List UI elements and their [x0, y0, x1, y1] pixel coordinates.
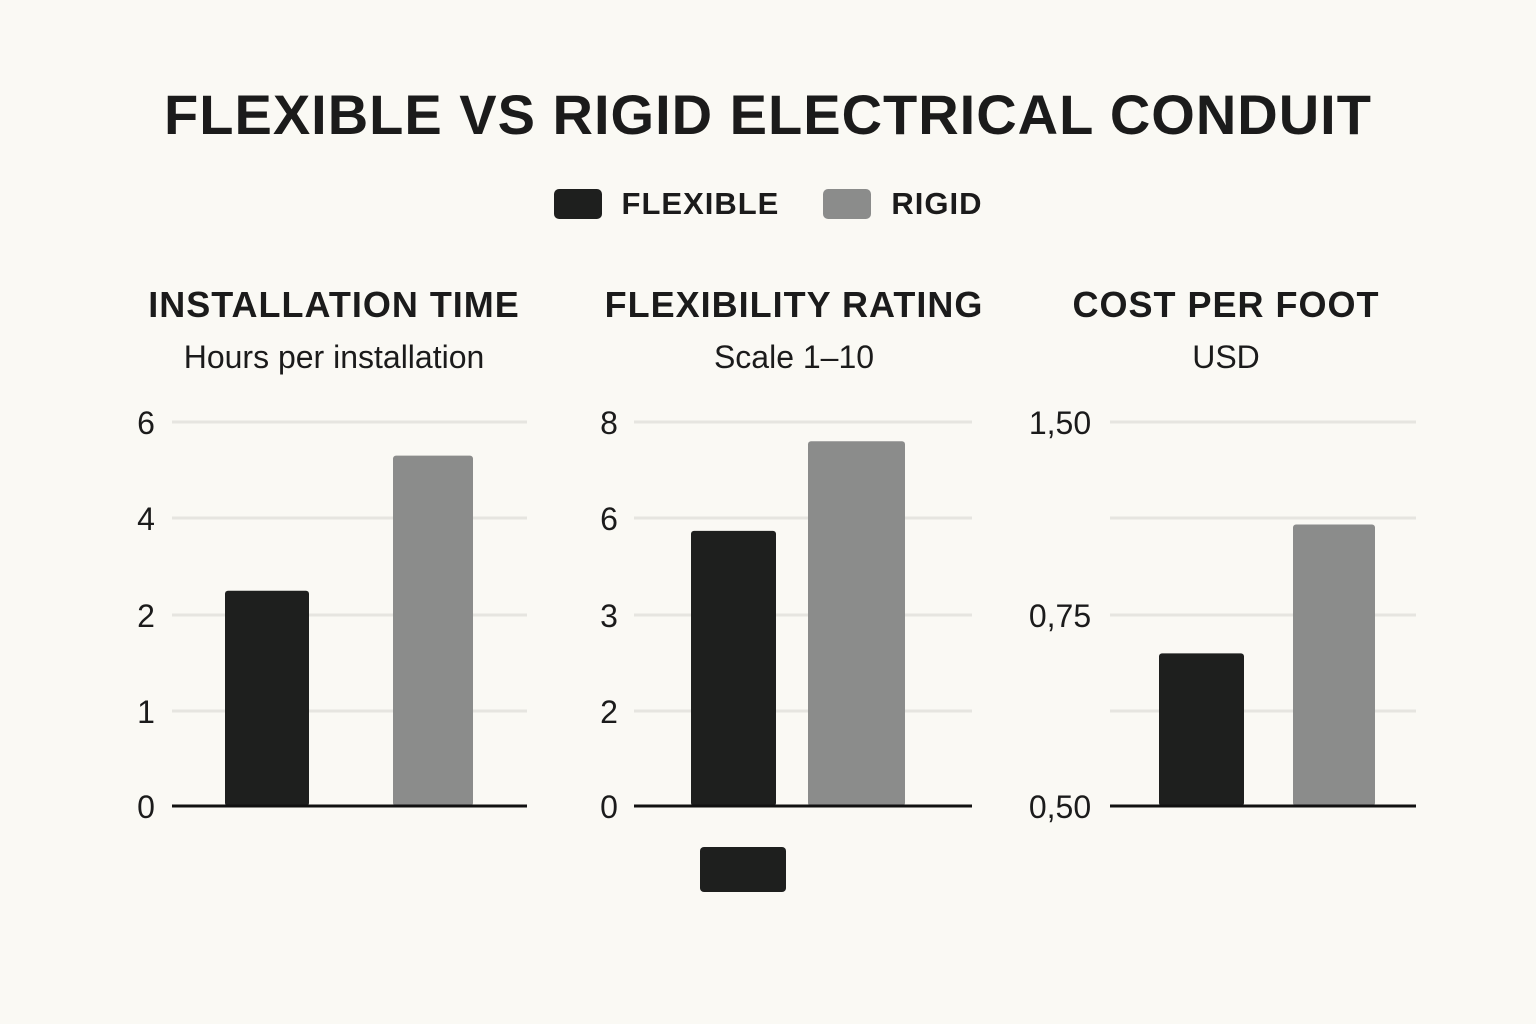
- cost-per-foot-tick-label: 0,75: [1029, 598, 1091, 634]
- flexibility-rating-tick-label: 8: [600, 405, 618, 441]
- installation-time-tick-label: 1: [137, 694, 155, 730]
- flexibility-rating-tick-label: 2: [600, 694, 618, 730]
- decorative-block: [700, 847, 786, 892]
- installation-time-bar-rigid: [393, 455, 473, 806]
- installation-time-tick-label: 2: [137, 598, 155, 634]
- legend: FLEXIBLE RIGID: [0, 186, 1536, 222]
- legend-swatch-rigid: [823, 189, 872, 219]
- legend-swatch-flexible: [553, 189, 602, 219]
- flexibility-rating-tick-label: 6: [600, 501, 618, 537]
- legend-label-flexible: FLEXIBLE: [621, 186, 780, 221]
- installation-time-subtitle: Hours per installation: [184, 339, 485, 375]
- flexibility-rating-tick-label: 0: [600, 789, 618, 825]
- legend-label-rigid: RIGID: [891, 186, 983, 221]
- legend-item-rigid: RIGID: [823, 186, 982, 222]
- installation-time-tick-label: 0: [137, 789, 155, 825]
- cost-per-foot-tick-label: 0,50: [1029, 789, 1091, 825]
- cost-per-foot-bar-rigid: [1293, 524, 1375, 806]
- cost-per-foot-tick-label: 1,50: [1029, 405, 1091, 441]
- chart-title: FLEXIBLE VS RIGID ELECTRICAL CONDUIT: [164, 83, 1372, 146]
- cost-per-foot-bar-flexible: [1159, 653, 1244, 806]
- flexibility-rating-subtitle: Scale 1–10: [714, 339, 874, 375]
- flexibility-rating-bar-rigid: [808, 441, 905, 806]
- flexibility-rating-title: FLEXIBILITY RATING: [605, 284, 984, 325]
- installation-time-tick-label: 6: [137, 405, 155, 441]
- installation-time-bar-flexible: [225, 590, 309, 806]
- installation-time-tick-label: 4: [137, 501, 155, 537]
- flexibility-rating-tick-label: 3: [600, 598, 618, 634]
- legend-item-flexible: FLEXIBLE: [553, 186, 780, 222]
- installation-time-title: INSTALLATION TIME: [148, 284, 520, 325]
- cost-per-foot-title: COST PER FOOT: [1072, 284, 1379, 325]
- cost-per-foot-subtitle: USD: [1192, 339, 1260, 375]
- flexibility-rating-bar-flexible: [691, 530, 776, 806]
